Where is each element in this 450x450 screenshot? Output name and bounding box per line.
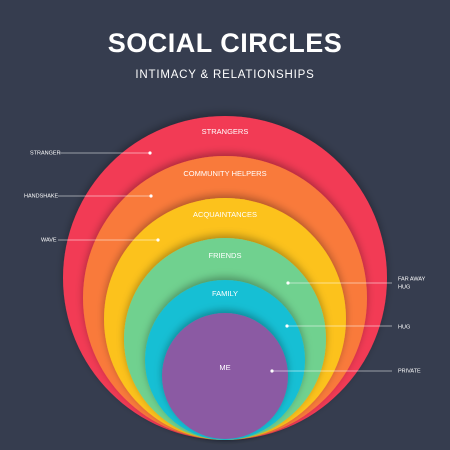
circle-label: FRIENDS	[209, 251, 242, 260]
circles	[63, 116, 387, 440]
circle-label: ME	[219, 363, 230, 372]
leader-dot	[156, 238, 160, 242]
annotation: HUG	[398, 324, 410, 330]
annotation: WAVE	[41, 237, 57, 243]
annotation: HANDSHAKE	[24, 193, 59, 199]
circle-label: FAMILY	[212, 289, 238, 298]
leader-dot	[286, 281, 290, 285]
subtitle: INTIMACY & RELATIONSHIPS	[135, 69, 314, 81]
title: SOCIAL CIRCLES	[108, 28, 343, 58]
annotation: FAR AWAY	[398, 276, 426, 282]
circle-label: ACQUAINTANCES	[193, 210, 257, 219]
annotation: STRANGER	[30, 150, 61, 156]
leader-dot	[270, 369, 274, 373]
circle-me	[162, 313, 288, 439]
leader-dot	[149, 194, 153, 198]
circle-label: STRANGERS	[202, 127, 249, 136]
leaders	[58, 151, 392, 373]
circle-label: COMMUNITY HELPERS	[183, 169, 266, 178]
leader-dot	[148, 151, 152, 155]
annotation: HUG	[398, 284, 410, 290]
annotation: PRIVATE	[398, 368, 421, 374]
leader-dot	[285, 324, 289, 328]
